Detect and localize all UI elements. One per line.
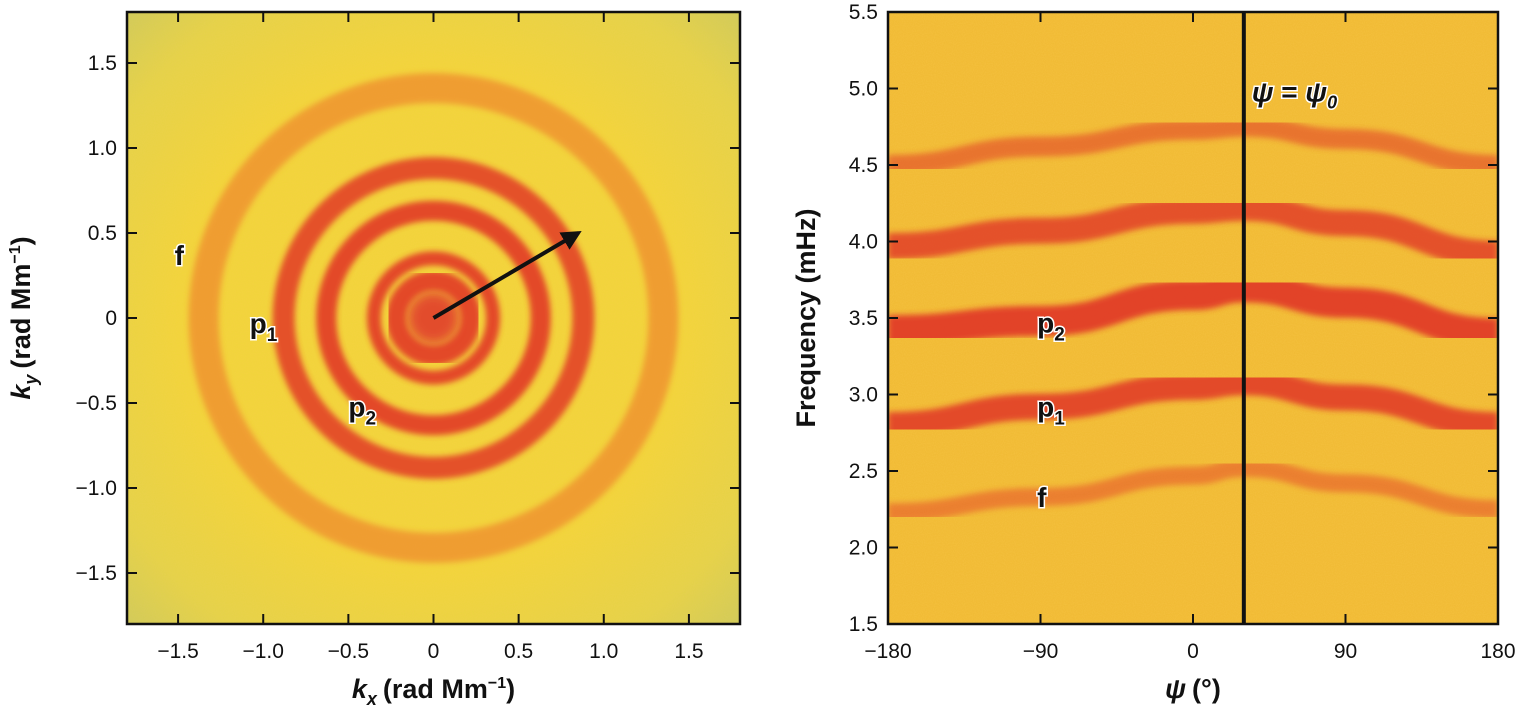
y-tick-label: 3.0 <box>849 384 878 407</box>
x-tick-label: 90 <box>1334 640 1357 663</box>
ridge-p3 <box>888 194 1498 267</box>
ring-core <box>386 270 481 366</box>
x-tick-label: 0 <box>428 640 440 663</box>
ridge-p1 <box>888 369 1498 439</box>
ring-p1 <box>272 157 595 479</box>
x-tick-label: −0.5 <box>328 640 369 663</box>
x-tick-label: 1.5 <box>674 640 703 663</box>
y-tick-label: 0 <box>105 307 117 330</box>
frequency-axis-label: Frequency (mHz) <box>791 208 821 427</box>
y-tick-label: −0.5 <box>76 392 117 415</box>
y-tick-label: 1.0 <box>88 137 117 160</box>
frequency-psi-panel: ψ = ψ0 −180 −90 0 90 180 5.5 5.0 4.5 4.0 3.5 3.0 2.… <box>791 1 1516 704</box>
ring-label-p1: p1 <box>250 308 278 346</box>
y-tick-label: −1.0 <box>76 477 117 500</box>
ring-diagram-ticks: −1.5 −1.0 −0.5 0 0.5 1.0 1.5 1.5 1.0 0.5 0 −0.5 −1.0… <box>76 12 740 663</box>
ridge-p4 <box>888 116 1498 175</box>
psi-axis-label: ψ (°) <box>1165 674 1221 704</box>
x-tick-label: 0.5 <box>504 640 533 663</box>
y-tick-label: −1.5 <box>76 562 117 585</box>
y-tick-label: 0.5 <box>88 222 117 245</box>
ridge-f <box>888 458 1498 522</box>
x-tick-label: 180 <box>1480 640 1515 663</box>
y-tick-label: 1.5 <box>88 52 117 75</box>
psi0-label: ψ = ψ0 <box>1252 77 1337 113</box>
x-tick-label: −180 <box>864 640 911 663</box>
ring-p2 <box>316 200 551 436</box>
direction-arrow <box>432 230 582 320</box>
x-tick-label: −1.5 <box>157 640 198 663</box>
ring-f <box>188 73 679 563</box>
ridge-label-p1: p1 <box>1037 392 1065 430</box>
ring-label-p2: p2 <box>348 391 376 429</box>
ridge-group <box>888 116 1498 522</box>
y-tick-label: 5.0 <box>849 78 878 101</box>
y-tick-label: 5.5 <box>849 1 878 24</box>
y-tick-label: 1.5 <box>849 613 878 636</box>
ring-annotations: f p1 p2 <box>173 239 377 431</box>
x-tick-label: 0 <box>1187 640 1199 663</box>
frequency-psi-ticks: −180 −90 0 90 180 5.5 5.0 4.5 4.0 3.5 3.0 2.5 2.0 1.5 <box>849 1 1516 663</box>
x-tick-label: 1.0 <box>589 640 618 663</box>
x-tick-label: −1.0 <box>242 640 283 663</box>
x-tick-label: −90 <box>1023 640 1059 663</box>
y-tick-label: 3.5 <box>849 307 878 330</box>
ridge-label-p2: p2 <box>1037 308 1065 346</box>
y-tick-label: 2.5 <box>849 460 878 483</box>
y-tick-label: 2.0 <box>849 537 878 560</box>
ring-label-f: f <box>175 240 185 271</box>
ring-group <box>188 73 679 563</box>
ridge-p2 <box>888 272 1498 349</box>
ridge-annotations: p2 p1 f <box>1036 306 1067 514</box>
ky-axis-label: ky(rad Mm−1) <box>6 236 41 399</box>
y-tick-label: 4.5 <box>849 154 878 177</box>
ring-inner <box>366 251 501 385</box>
kx-axis-label: kx (rad Mm−1) <box>352 674 515 709</box>
y-tick-label: 4.0 <box>849 231 878 254</box>
ridge-label-f: f <box>1037 482 1047 513</box>
ring-diagram-panel: −1.5 −1.0 −0.5 0 0.5 1.0 1.5 1.5 1.0 0.5 0 −0.5 −1.0… <box>6 10 742 709</box>
